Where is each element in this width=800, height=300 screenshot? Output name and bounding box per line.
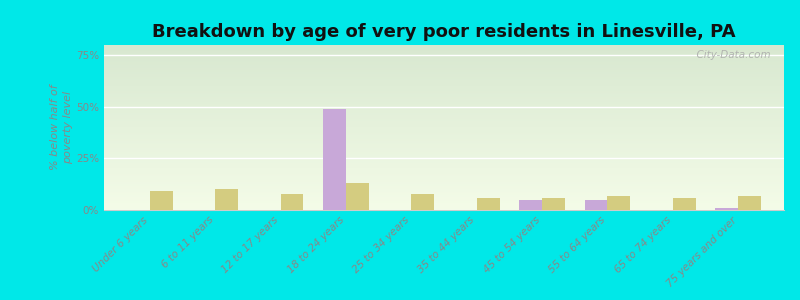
Y-axis label: % below half of
poverty level: % below half of poverty level — [50, 85, 74, 170]
Bar — [215, 189, 238, 210]
Bar — [673, 198, 696, 210]
Bar — [323, 109, 346, 210]
Bar — [477, 198, 499, 210]
Bar — [346, 183, 369, 210]
Bar — [150, 191, 173, 210]
Bar — [281, 194, 303, 210]
Bar — [607, 196, 630, 210]
Bar — [585, 200, 607, 210]
Bar — [738, 196, 761, 210]
Bar — [411, 194, 434, 210]
Text: City-Data.com: City-Data.com — [690, 50, 770, 60]
Bar — [519, 200, 542, 210]
Bar — [542, 198, 565, 210]
Bar — [715, 208, 738, 210]
Title: Breakdown by age of very poor residents in Linesville, PA: Breakdown by age of very poor residents … — [152, 23, 736, 41]
